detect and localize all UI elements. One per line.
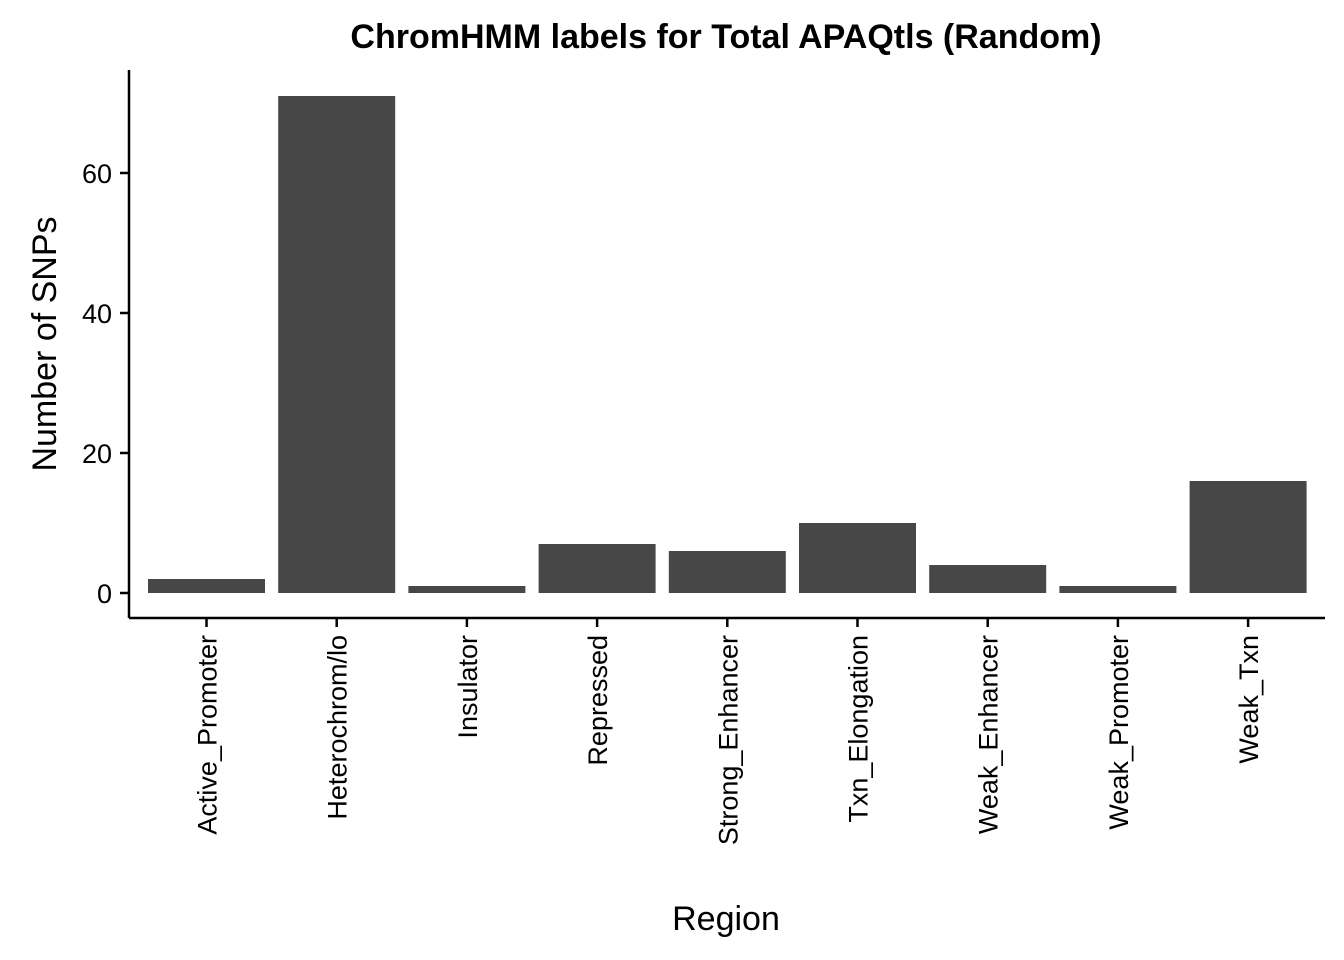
x-ticks-group: Active_Promoter Heterochrom/lo Insulator Re… (193, 618, 1264, 845)
chart-title: ChromHMM labels for Total APAQtls (Rando… (350, 18, 1101, 56)
bars-group (148, 96, 1307, 593)
x-tick-label: Repressed (583, 635, 613, 766)
bar-strong-enhancer (668, 551, 786, 593)
bar-insulator (408, 586, 526, 593)
bar-weak-txn (1189, 481, 1307, 593)
bar-weak-promoter (1059, 586, 1177, 593)
x-tick-label: Txn_Elongation (844, 635, 874, 823)
bar-active-promoter (148, 579, 265, 593)
y-tick-label: 60 (82, 159, 112, 189)
bar-weak-enhancer (929, 565, 1047, 593)
bar-txn-elongation (799, 523, 916, 593)
bar-heterochrom-lo (278, 96, 396, 593)
x-tick-label: Insulator (453, 635, 483, 739)
x-tick-label: Weak_Txn (1234, 635, 1264, 764)
x-tick-label: Active_Promoter (193, 635, 223, 835)
y-tick-label: 0 (97, 579, 112, 609)
x-tick-label: Weak_Promoter (1104, 635, 1134, 830)
y-axis-title: Number of SNPs (26, 216, 64, 471)
y-tick-label: 40 (82, 299, 112, 329)
y-tick-label: 20 (82, 439, 112, 469)
x-tick-label: Strong_Enhancer (713, 635, 743, 845)
x-axis-title: Region (672, 900, 780, 938)
x-tick-label: Heterochrom/lo (323, 635, 353, 820)
y-ticks-group: 0 20 40 60 (82, 159, 129, 609)
bar-repressed (538, 544, 656, 593)
x-tick-label: Weak_Enhancer (974, 635, 1004, 834)
